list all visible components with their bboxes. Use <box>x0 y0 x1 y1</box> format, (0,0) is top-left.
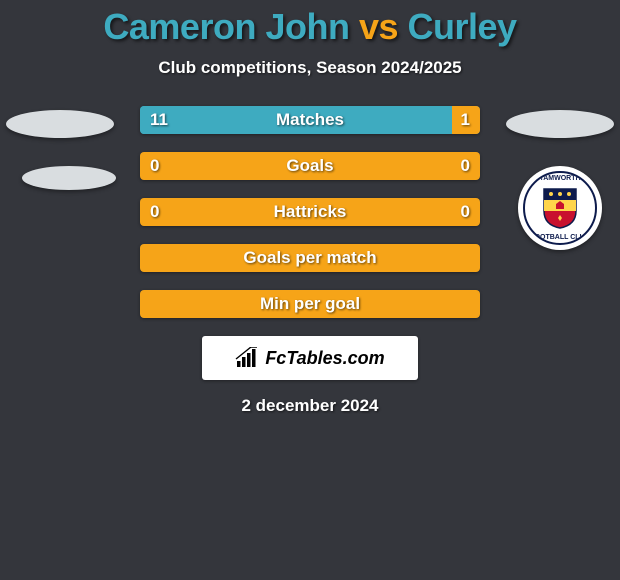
stat-row: Min per goal <box>140 290 480 318</box>
stat-row: 00Hattricks <box>140 198 480 226</box>
logo-box[interactable]: FcTables.com <box>202 336 418 380</box>
shield-icon <box>542 187 578 229</box>
logo-text: FcTables.com <box>265 348 384 369</box>
stat-row: 111Matches <box>140 106 480 134</box>
page-title: Cameron John vs Curley <box>0 6 620 48</box>
player1-photo-placeholder-2 <box>22 166 116 190</box>
bar-label: Goals per match <box>140 244 480 272</box>
title-player2: Curley <box>408 6 517 47</box>
stat-row: Goals per match <box>140 244 480 272</box>
bar-label: Hattricks <box>140 198 480 226</box>
comparison-card: Cameron John vs Curley Club competitions… <box>0 0 620 416</box>
bar-label: Matches <box>140 106 480 134</box>
badge-text-top: TAMWORTH <box>525 175 595 182</box>
stat-bars: 111Matches 00Goals 00Hattricks Goals per ma… <box>140 106 480 318</box>
stat-row: 00Goals <box>140 152 480 180</box>
player1-photo-placeholder-1 <box>6 110 114 138</box>
bar-label: Goals <box>140 152 480 180</box>
bar-label: Min per goal <box>140 290 480 318</box>
subtitle: Club competitions, Season 2024/2025 <box>0 58 620 78</box>
chart-area: TAMWORTH FOOTBALL CLUB 111Match <box>0 106 620 416</box>
date-text: 2 december 2024 <box>0 396 620 416</box>
club-badge-ring: TAMWORTH FOOTBALL CLUB <box>523 171 597 245</box>
club-badge: TAMWORTH FOOTBALL CLUB <box>518 166 602 250</box>
title-vs: vs <box>359 6 398 47</box>
badge-text-bottom: FOOTBALL CLUB <box>525 234 595 241</box>
bar-chart-icon <box>235 347 261 369</box>
player2-photo-placeholder <box>506 110 614 138</box>
title-player1: Cameron John <box>103 6 349 47</box>
